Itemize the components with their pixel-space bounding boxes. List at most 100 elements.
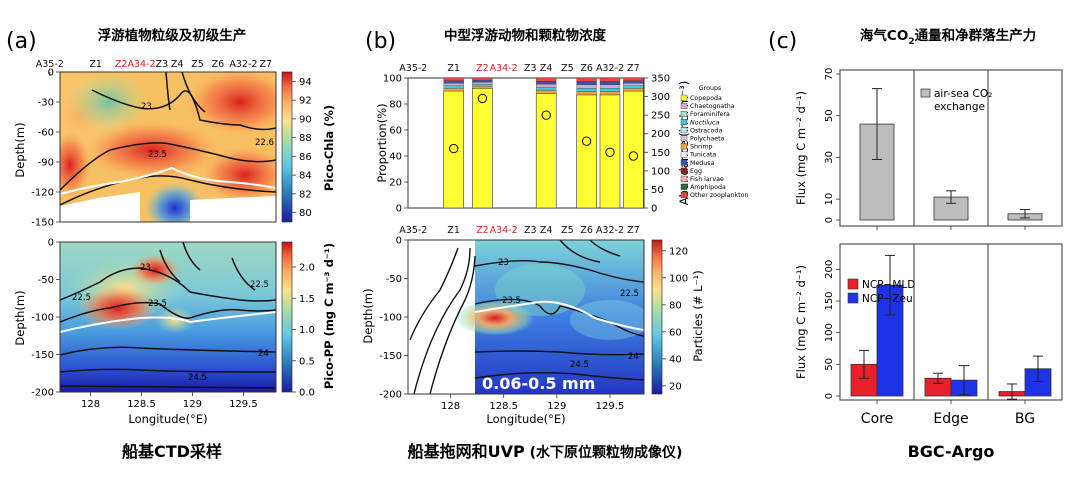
x-tick-label: 129 [183,399,202,410]
y-tick-label: 80 [669,300,682,311]
station-label: Z2 [476,225,489,236]
y-tick-label: 200 [651,129,670,140]
uvp-section: 23 23.5 22.5 24.5 24 0.06-0.5 mm 0 -50 -10… [361,236,705,427]
zoo-bar-other [576,84,597,89]
station-labels-b-top: A35-2 Z1 Z2 A34-2 Z3 Z4 Z5 Z6 A32-2 Z7 [399,63,640,82]
station-label: A34-2 [490,225,518,236]
station-label: Z4 [540,225,553,236]
y-tick-label: 2.0 [299,263,315,274]
zoo-legend-label: Egg [690,168,702,175]
ncp-legend-mld: NCP−MLD [862,279,915,291]
pp-contour-label-1: 23 [140,263,151,273]
x-tick-label: 128 [81,399,100,410]
co2-bars [859,88,1043,221]
y-tick-label: -30 [38,98,54,109]
zoo-bar-other [536,80,557,85]
station-label: Z6 [212,59,225,70]
chla-y-ticks: 0 -30 -60 -90 -120 -150 [31,68,60,229]
zoo-bar-other [576,87,597,92]
zoo-abundance-point [605,147,615,157]
y-tick-label: -150 [31,350,54,361]
chla-blue-spot [145,182,205,222]
zoo-bar-other [599,91,621,96]
station-label: Z7 [627,63,640,74]
y-tick-label: -60 [38,128,54,139]
panel-letter-c: (c) [768,29,797,54]
zoo-legend-swatch [680,135,688,142]
y-tick-label: -50 [38,275,54,286]
zoo-bar-other [599,77,621,82]
co2-y-tick-label: 30 [824,151,835,164]
station-labels-b-bottom: A35-2 Z1 Z2 A34-2 Z3 Z4 Z5 Z6 A32-2 Z7 [399,225,640,244]
zoo-bar-other [623,88,644,92]
zoo-legend-title: Groups [699,85,721,92]
station-label: Z5 [561,63,574,74]
pp-x-ticks: 128 128.5 129 129.5 [81,392,258,410]
x-tick-label: 129 [547,401,566,412]
chla-white-line [60,166,276,195]
zoo-legend-label: Shrimp [690,144,712,151]
zoo-bar-other [623,80,644,84]
station-label: A35-2 [36,59,64,70]
chla-colorbar-label: Pico-Chla (%) [322,105,336,191]
uvp-contour-label-1: 23 [498,258,509,268]
y-tick-label: -100 [379,313,402,324]
station-label: Z3 [156,59,169,70]
zoo-legend-label: Medusa [690,160,715,167]
panel-a-title: 浮游植物粒级及初级生产 [98,27,247,44]
y-tick-label: 50 [651,185,664,196]
ncp-y-tick-label: 100 [824,323,835,342]
pp-colorbar [282,242,292,392]
y-tick-label: -150 [379,351,402,362]
zoo-legend-label: Ostracoda [690,127,722,134]
uvp-colorbar-label: Particles (# L⁻¹) [691,270,705,362]
zoo-legend-swatch [680,151,688,158]
y-tick-label: 86 [299,152,312,163]
ncp-y-tick-label: 150 [824,291,835,310]
co2-ylabel: Flux (mg C m⁻² d⁻¹) [794,91,808,205]
uvp-contour-label-2: 23.5 [502,296,521,306]
ncp-legend-zeu-swatch [847,292,859,304]
station-label: A32-2 [596,63,624,74]
chla-green-patch [68,72,148,132]
zoo-legend-swatch [680,127,688,134]
zoo-bar-other [536,87,557,91]
panel-c-footer: BGC-Argo [908,442,995,461]
y-tick-label: -200 [379,390,402,401]
panel-c: (c) 海气CO2通量和净群落生产力 0 10 30 50 70 air-sea CO₂… [768,27,1063,461]
uvp-size-label: 0.06-0.5 mm [482,374,595,393]
zoo-legend-swatch [680,183,688,190]
zoo-legend: CopepodaChaetognathaForaminiferaNoctiluc… [680,94,748,199]
co2-legend-line2: exchange [934,101,985,113]
panel-letter-b: (b) [365,29,396,54]
panel-a-footer: 船基CTD采样 [122,442,222,461]
zoo-bar-other [472,86,493,89]
y-tick-label: -120 [31,188,54,199]
co2-y-tick-label: 10 [824,193,835,206]
ncp-legend-mld-swatch [847,278,859,290]
uvp-contour-label-4: 24.5 [570,360,589,370]
station-label: Z6 [580,63,593,74]
y-tick-label: 0 [396,204,402,215]
zoo-legend-swatch [680,175,688,182]
co2-y-ticks: 0 10 30 50 70 [824,68,1026,230]
uvp-y-ticks: 0 -50 -100 -150 -200 [379,236,408,401]
y-tick-label: 94 [299,77,312,88]
zoo-abundance-point [541,110,551,120]
zoo-bar-other [536,84,557,88]
panel-b: (b) 中型浮游动物和颗粒物浓度 A35-2 Z1 Z2 A34-2 Z3 Z4 Z5 Z6 A… [361,27,748,461]
ncp-y-tick-label: 0 [824,393,835,399]
zoo-abundance-point [449,143,459,154]
ncp-legend-zeu: NCP−Zeu [862,293,913,305]
station-label: Z5 [191,59,204,70]
zoo-bar-other [443,83,464,86]
pp-y-ticks: 0 -50 -100 -150 -200 [31,238,60,399]
zoo-bar-other [443,80,464,84]
pp-contour-label-6: 24.5 [188,373,207,383]
chla-contour-label-1: 23 [141,102,152,112]
ncp-x-tick-label: Edge [933,411,968,427]
chla-contour-label-3: 22.6 [255,138,274,148]
chla-red-left [60,130,92,200]
zoo-legend-swatch [680,159,688,166]
zoo-legend-swatch [680,102,688,109]
